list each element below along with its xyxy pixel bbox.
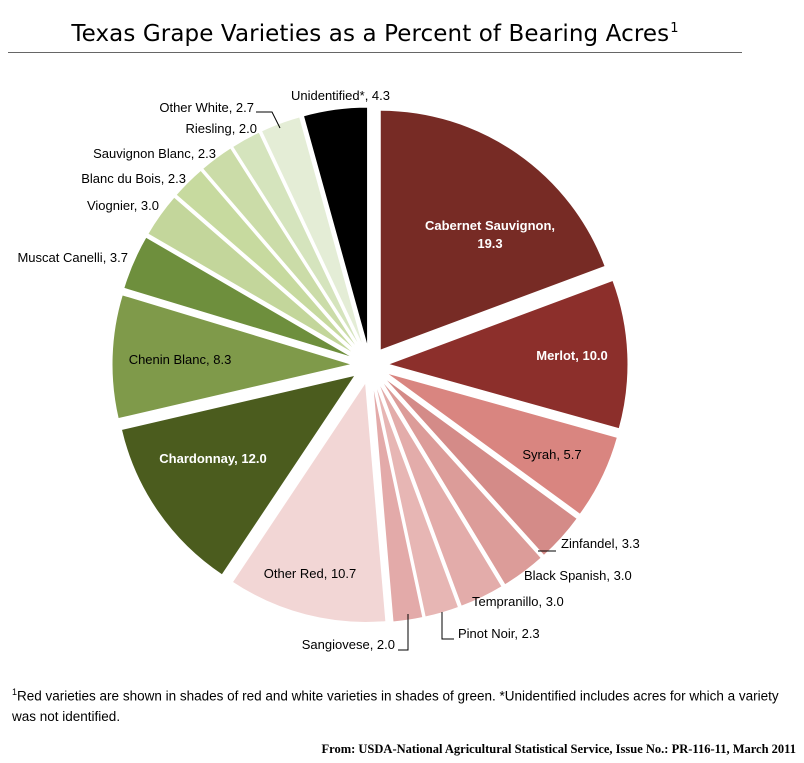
slice-label-other-red: Other Red, 10.7 [264,566,357,581]
pie-slice-muscat-canelli [123,236,354,359]
pie-slice-black-spanish [380,379,542,586]
footnote-text: Red varieties are shown in shades of red… [12,688,779,724]
pie-slice-chenin-blanc [111,294,354,420]
pie-slice-blanc-du-bois [175,169,358,353]
pie-slice-syrah [385,372,618,516]
pie-slice-tempranillo [377,380,503,607]
slice-label-chardonnay: Chardonnay, 12.0 [159,451,266,466]
slice-label-chenin-blanc: Chenin Blanc, 8.3 [129,352,232,367]
slice-label-muscat-canelli: Muscat Canelli, 3.7 [17,250,128,265]
pie-slice-sauvignon-blanc [201,147,360,351]
slice-label-unidentified: Unidentified*, 4.3 [291,88,390,103]
source-citation: From: USDA-National Agricultural Statist… [321,742,797,756]
slice-label-tempranillo: Tempranillo, 3.0 [472,594,564,609]
leader-line-sangiovese [398,614,409,651]
pie-slice-other-red [231,380,387,623]
pie-slice-unidentified [302,106,369,348]
slice-label-black-spanish: Black Spanish, 3.0 [524,568,632,583]
pie-slice-cabernet-sauvignon [379,109,606,351]
slice-label-sauvignon-blanc: Sauvignon Blanc, 2.3 [93,146,216,161]
chart-title: Texas Grape Varieties as a Percent of Be… [71,20,679,47]
title-footnote-mark: 1 [670,21,679,36]
footnote: 1Red varieties are shown in shades of re… [12,682,792,727]
slice-label-syrah: Syrah, 5.7 [522,447,581,462]
slice-label-zinfandel: Zinfandel, 3.3 [561,536,640,551]
footnote-mark: 1 [12,687,18,697]
slice-label-cabernet-sauvignon: Cabernet Sauvignon, 19.3 [425,218,555,251]
slice-label-pinot-noir: Pinot Noir, 2.3 [458,626,540,641]
pie-slice-other-white [260,116,365,349]
pie-slice-viognier [147,196,356,355]
slice-label-sangiovese: Sangiovese, 2.0 [302,637,395,652]
chart-title-bar: Texas Grape Varieties as a Percent of Be… [8,6,742,53]
slice-label-viognier: Viognier, 3.0 [87,198,159,213]
leader-line-pinot-noir [441,612,454,640]
pie-slice-chardonnay [120,374,357,576]
slice-label-merlot: Merlot, 10.0 [536,348,608,363]
leader-line-other-white [256,111,281,129]
pie-chart: Cabernet Sauvignon, 19.3 Merlot, 10.0 Syrah… [17,88,640,652]
pie-slice-zinfandel [382,376,578,557]
slice-label-riesling: Riesling, 2.0 [185,121,257,136]
pie-slice-riesling [231,131,362,350]
slice-label-blanc-du-bois: Blanc du Bois, 2.3 [81,171,186,186]
slice-label-other-white: Other White, 2.7 [159,100,254,115]
pie-slice-merlot [386,279,629,430]
